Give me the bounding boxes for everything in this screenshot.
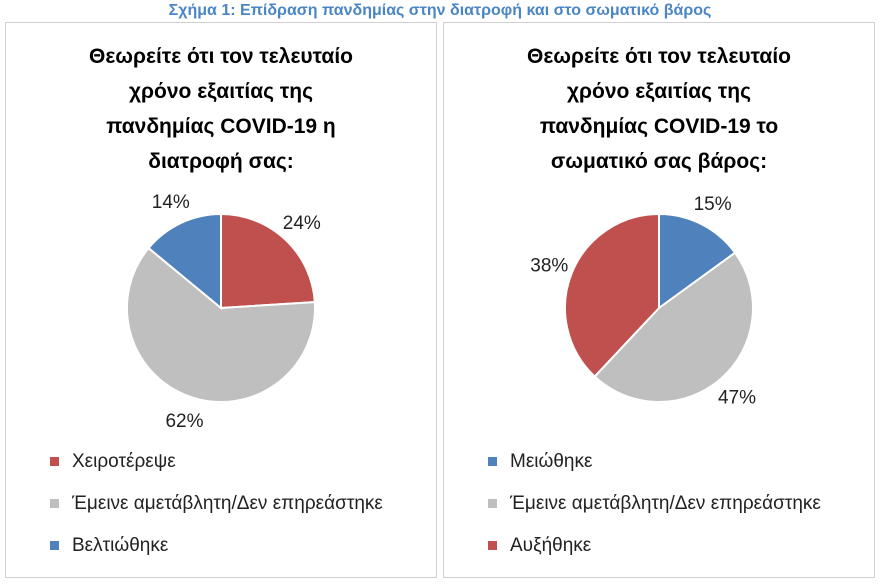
data-label: 47% <box>718 388 756 409</box>
legend-swatch <box>488 541 497 550</box>
chart-title: Θεωρείτε ότι τον τελευταίο χρόνο εξαιτία… <box>6 39 436 179</box>
legend-swatch <box>50 499 59 508</box>
figure-title: Σχήμα 1: Επίδραση πανδημίας στην διατροφ… <box>168 2 712 19</box>
pie-chart: 24% 62% 14% <box>126 192 321 432</box>
legend-swatch <box>50 541 59 550</box>
chart-title-line: Θεωρείτε ότι τον τελευταίο <box>527 45 791 68</box>
chart-title-line: Θεωρείτε ότι τον τελευταίο <box>89 45 353 68</box>
data-label: 62% <box>165 411 203 432</box>
data-label: 15% <box>694 194 732 215</box>
legend-label: Χειροτέρεψε <box>72 451 176 472</box>
legend-label: Μειώθηκε <box>510 451 593 472</box>
data-label: 38% <box>530 256 568 277</box>
pie-chart: 15% 47% 38% <box>530 194 756 409</box>
pie-slice <box>593 251 754 403</box>
legend-label: Αυξήθηκε <box>510 535 592 556</box>
legend-label: Έμεινε αμετάβλητη/Δεν επηρεάστηκε <box>510 493 821 514</box>
chart-title: Θεωρείτε ότι τον τελευταίο χρόνο εξαιτία… <box>444 39 874 179</box>
chart-title-line: χρόνο εξαιτίας της <box>566 80 752 103</box>
legend-swatch <box>488 499 497 508</box>
pie-slice <box>126 246 316 403</box>
chart-title-line: διατροφή σας: <box>148 150 294 173</box>
legend-swatch <box>488 457 497 466</box>
pie-slice <box>658 212 737 310</box>
legend-swatch <box>50 457 59 466</box>
legend-label: Έμεινε αμετάβλητη/Δεν επηρεάστηκε <box>72 493 383 514</box>
chart-title-line: χρόνο εξαιτίας της <box>128 80 314 103</box>
chart-title-line: πανδημίας COVID-19 η <box>106 115 336 138</box>
pie-slice <box>147 212 222 311</box>
chart-title-line: σωματικό σας βάρος: <box>550 150 768 173</box>
chart-panel-diet: Θεωρείτε ότι τον τελευταίο χρόνο εξαιτία… <box>5 22 437 578</box>
legend-label: Βελτιώθηκε <box>72 535 169 556</box>
chart-panel-weight: Θεωρείτε ότι τον τελευταίο χρόνο εξαιτία… <box>443 22 875 578</box>
pie-slice <box>220 212 316 310</box>
data-label: 14% <box>152 192 190 213</box>
chart-title-line: πανδημίας COVID-19 το <box>539 115 779 138</box>
data-label: 24% <box>283 213 321 234</box>
pie-slice <box>564 212 660 378</box>
